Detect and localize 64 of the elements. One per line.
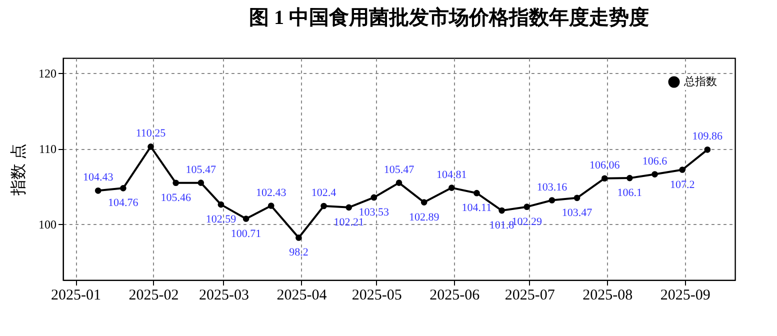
data-label: 103.16 — [536, 181, 568, 194]
x-tick-label: 2025-04 — [276, 288, 328, 304]
data-label: 106.1 — [617, 187, 642, 200]
point — [120, 185, 126, 192]
x-tick-label: 2025-02 — [128, 288, 179, 304]
data-label: 105.46 — [160, 192, 192, 204]
point — [320, 202, 327, 210]
data-label: 105.47 — [186, 164, 217, 176]
point — [679, 166, 686, 173]
data-label: 100.71 — [230, 228, 262, 240]
point — [498, 207, 505, 214]
y-axis-title: 指数 点 — [10, 144, 28, 196]
data-label: 104.43 — [82, 172, 114, 184]
data-label: 102.59 — [206, 214, 237, 226]
data-label: 103.53 — [358, 206, 390, 218]
data-label: 105.47 — [384, 164, 415, 176]
data-label: 98.2 — [289, 246, 308, 259]
point — [652, 171, 658, 178]
point — [420, 199, 428, 206]
x-tick-label: 2025-08 — [582, 288, 633, 304]
point — [148, 144, 154, 150]
point — [396, 180, 402, 186]
x-tick-label: 2025-03 — [198, 288, 249, 304]
point — [346, 204, 352, 211]
x-tick-label: 2025-09 — [660, 288, 710, 304]
point — [704, 146, 711, 153]
data-label: 104.81 — [436, 168, 467, 181]
point — [626, 174, 633, 182]
legend-label: 总指数 — [683, 75, 717, 88]
y-tick-label: 100 — [38, 218, 56, 232]
x-tick-label: 2025-07 — [504, 288, 556, 304]
data-label: 104.76 — [108, 197, 139, 210]
point — [218, 201, 224, 208]
point — [601, 175, 608, 182]
data-label: 101.8 — [489, 220, 515, 232]
x-tick-label: 2025-05 — [352, 288, 402, 304]
data-label: 110.25 — [136, 128, 166, 140]
data-label: 106.06 — [589, 159, 620, 172]
point — [94, 188, 102, 194]
data-label: 102.43 — [256, 186, 287, 199]
data-label: 102.89 — [408, 211, 440, 224]
point — [172, 180, 179, 186]
data-label: 106.6 — [642, 155, 668, 168]
point — [370, 194, 378, 201]
point — [574, 194, 580, 202]
x-tick-label: 2025-01 — [51, 288, 102, 304]
data-label: 102.4 — [311, 187, 337, 199]
chart-title: 图 1 中国食用菌批发市场价格指数年度走势度 — [249, 6, 649, 29]
point — [296, 234, 302, 241]
point — [448, 184, 455, 191]
point — [548, 197, 556, 204]
data-label: 102.21 — [334, 216, 364, 228]
point — [268, 202, 274, 209]
x-tick-label: 2025-06 — [430, 288, 480, 304]
data-label: 107.2 — [670, 178, 695, 191]
y-tick-label: 120 — [38, 66, 56, 81]
point — [524, 204, 530, 210]
data-label: 103.47 — [562, 206, 593, 219]
point — [198, 180, 204, 186]
data-label: 104.11 — [462, 202, 492, 214]
data-label: 109.86 — [692, 130, 724, 143]
y-tick-label: 110 — [38, 142, 56, 156]
point — [474, 190, 480, 196]
point — [242, 216, 250, 222]
